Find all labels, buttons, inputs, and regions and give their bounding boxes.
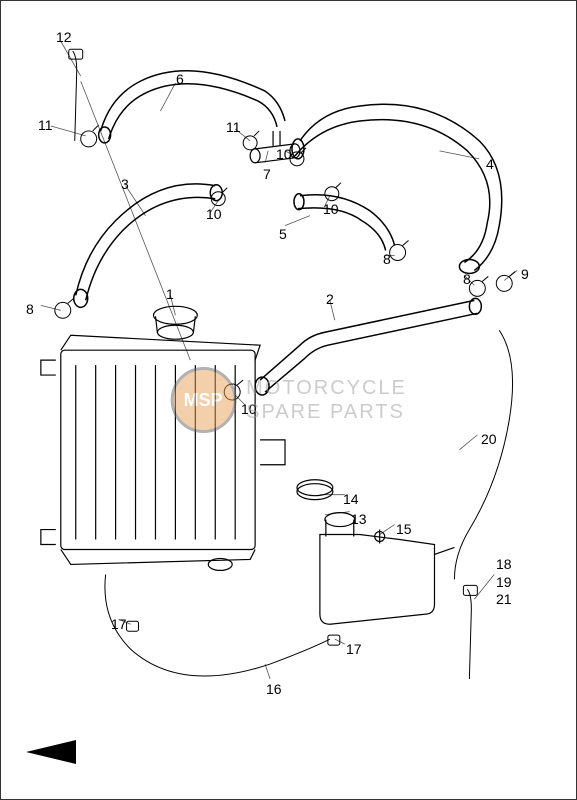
hose-5 xyxy=(294,194,395,251)
hose-6 xyxy=(99,71,285,143)
reservoir-tank xyxy=(297,480,454,624)
callout-13: 13 xyxy=(351,511,367,527)
callout-5: 5 xyxy=(279,226,287,242)
callout-9: 9 xyxy=(521,266,529,282)
callout-10a: 10 xyxy=(276,146,292,162)
diagram-frame: 12 11 6 3 11 7 10 4 10 10 5 8 8 9 8 1 2 … xyxy=(0,0,577,800)
callout-10b: 10 xyxy=(206,206,222,222)
callout-19: 19 xyxy=(496,574,512,590)
callout-1: 1 xyxy=(166,286,174,302)
callout-17b: 17 xyxy=(346,641,362,657)
callout-7: 7 xyxy=(263,166,271,182)
callout-8c: 8 xyxy=(26,301,34,317)
callout-18: 18 xyxy=(496,556,512,572)
callout-17a: 17 xyxy=(111,616,127,632)
callout-6: 6 xyxy=(176,71,184,87)
hose-20 xyxy=(454,330,512,579)
callout-20: 20 xyxy=(481,431,497,447)
callout-16: 16 xyxy=(266,681,282,697)
callout-14: 14 xyxy=(343,491,359,507)
hose-3 xyxy=(74,184,222,307)
callout-11b: 11 xyxy=(226,119,241,135)
callout-10d: 10 xyxy=(241,401,257,417)
callout-11a: 11 xyxy=(38,117,53,133)
callout-21: 21 xyxy=(496,591,512,607)
clips-17 xyxy=(127,621,340,645)
callout-8b: 8 xyxy=(463,271,471,287)
hose-4 xyxy=(292,104,502,273)
parts-diagram-svg xyxy=(1,1,576,799)
radiator xyxy=(41,306,285,570)
callout-3: 3 xyxy=(121,176,129,192)
callout-8a: 8 xyxy=(383,251,391,267)
front-direction-arrow-icon xyxy=(26,740,76,764)
callout-4: 4 xyxy=(486,156,494,172)
callout-12: 12 xyxy=(56,29,72,45)
hose-2 xyxy=(255,298,481,395)
callout-2: 2 xyxy=(326,291,334,307)
callout-10c: 10 xyxy=(323,201,339,217)
callout-15: 15 xyxy=(396,521,412,537)
